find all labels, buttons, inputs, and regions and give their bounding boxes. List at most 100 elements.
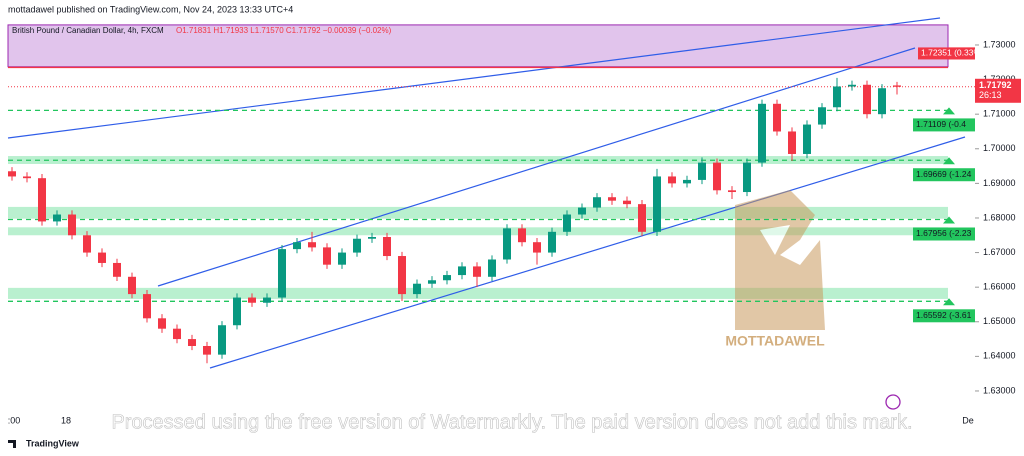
candle-body [833,86,841,108]
candle-body [308,242,316,248]
candle-body [233,297,241,326]
candle-body [278,249,286,298]
level-label-box [913,168,975,182]
candle-body [398,256,406,295]
level-label: 1.67956 (-2.23 [916,228,972,238]
candle-body [338,252,346,265]
watermark-notice: Processed using the free version of Wate… [111,411,912,433]
candle-body [623,200,631,205]
level-marker [943,216,955,224]
candle-body [218,325,226,355]
level-label-box [913,227,975,241]
candle-body [788,131,796,154]
candle-body [203,345,211,355]
candle-body [848,84,856,87]
candle-body [128,276,136,295]
y-tick-label: 1.73000 [983,39,1016,49]
candle-body [818,107,826,125]
target-label-box [918,47,975,60]
candle-body [713,162,721,191]
purple-zone [7,24,949,68]
candle-body [488,259,496,277]
candle-body [533,242,541,253]
candle-body [893,85,901,87]
level-marker [943,298,955,306]
y-tick-label: 1.63000 [983,385,1016,395]
y-tick-label: 1.64000 [983,351,1016,361]
candle-body [413,283,421,295]
candle-body [188,339,196,346]
candle-body [53,214,61,222]
green-zone [8,227,948,236]
watermark-logo [735,190,825,330]
candle-body [578,207,586,215]
candle-body [383,237,391,257]
candle-body [68,214,76,236]
alert-icon[interactable] [885,394,901,410]
candle-body [113,262,121,277]
zones [7,24,949,299]
footer-brand: TradingView [26,438,80,448]
green-zone [8,287,948,299]
candle-body [563,214,571,232]
candle-body [743,162,751,193]
candle-body [263,297,271,303]
green-zone [8,206,948,219]
candle-body [593,197,601,208]
level-marker [943,107,955,115]
plot: 1.730001.720001.710001.700001.690001.680… [8,39,1021,425]
candle-body [683,179,691,184]
candle-body [353,238,361,253]
x-tick-label: 18 [61,415,71,425]
candle-body [803,124,811,154]
candle-body [323,247,331,265]
y-tick-label: 1.70000 [983,143,1016,153]
candle-body [173,328,181,340]
candle-body [98,252,106,263]
candle-body [443,275,451,281]
y-tick-label: 1.67000 [983,247,1016,257]
trend-line [157,47,916,287]
candle-body [518,228,526,243]
candle-body [548,231,556,253]
candle-body [758,103,766,163]
level-label: 1.69669 (-1.24 [916,169,972,179]
candle-body [368,237,376,239]
x-tick-label: De [962,415,974,425]
candle-body [728,190,736,193]
publisher: mottadawel published on TradingView.com,… [8,4,293,14]
candle-body [428,280,436,284]
candle-body [878,88,886,115]
candle-body [23,176,31,179]
target-label: 1.72351 (0.33% [921,48,981,58]
trend-line [209,136,966,369]
last-price-box [975,78,1021,103]
candle-body [158,318,166,329]
y-tick-label: 1.65000 [983,316,1016,326]
level-label: 1.65592 (-3.61 [916,310,972,320]
candle-body [698,162,706,180]
footer-icon [8,440,16,448]
candle-body [293,242,301,250]
candle-body [143,294,151,319]
candle-body [608,197,616,201]
candle-body [638,204,646,232]
watermark-logo-text: MOTTADAWEL [725,333,825,349]
candle-body [8,171,16,177]
ohlc-legend: O1.71831 H1.71933 L1.71570 C1.71792 −0.0… [176,26,392,35]
countdown-label: 26:13 [979,90,1002,100]
candle-body [458,266,466,276]
y-tick-label: 1.69000 [983,178,1016,188]
level-label-box [913,118,975,132]
trend-line [7,17,941,139]
candle-body [653,176,661,232]
level-label: 1.71109 (-0.4 [916,119,966,129]
y-tick-label: 1.71000 [983,109,1016,119]
candle-body [83,235,91,253]
level-label-box [913,309,975,323]
y-tick-label: 1.68000 [983,212,1016,222]
candle-body [773,103,781,132]
level-marker [943,157,955,165]
last-price-label: 1.71792 [979,80,1012,90]
